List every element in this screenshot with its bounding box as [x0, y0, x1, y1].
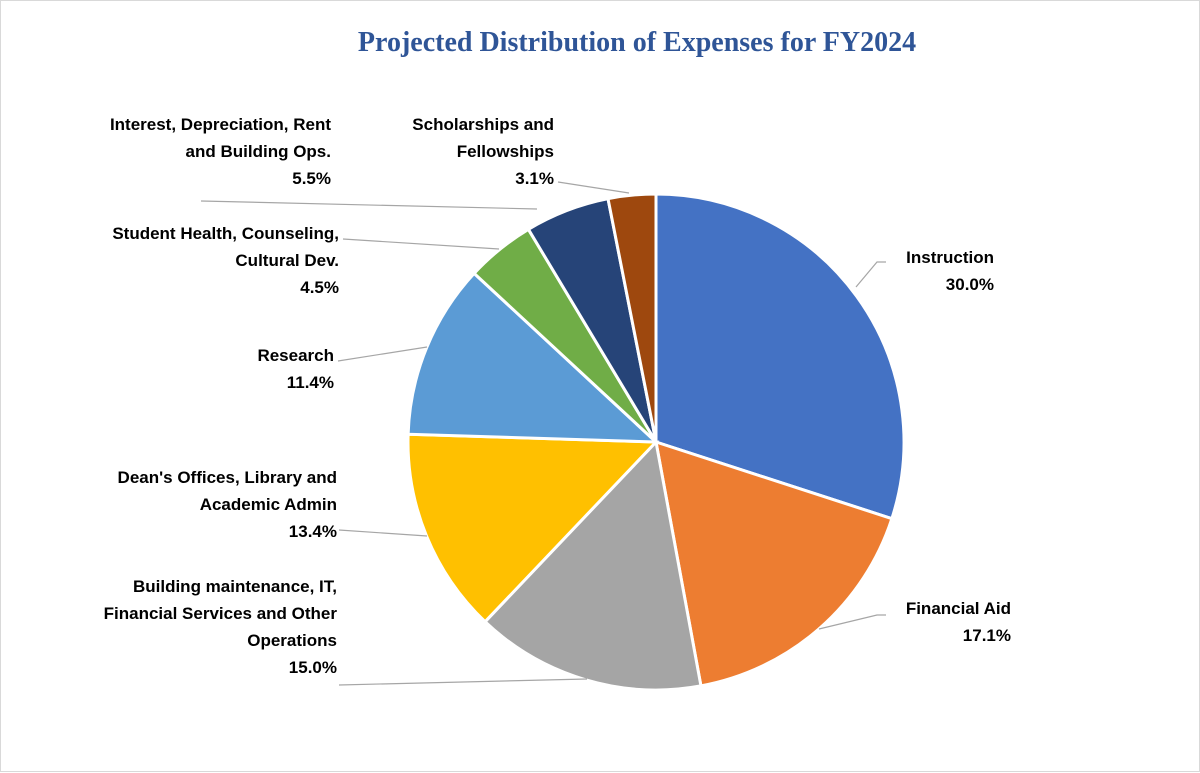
slice-percent-label: 4.5% [300, 278, 339, 297]
leader-line-scholarships-and-fellowships [557, 181, 630, 194]
data-label-interest-depreciation-rent-and-building-ops: Interest, Depreciation, Rent and Building… [110, 115, 331, 188]
leader-line-building-maintenance-it-financial-services-and-other-operations [338, 678, 588, 686]
slice-name-label: Student Health, Counseling, [112, 224, 339, 243]
slice-name-label: Fellowships [457, 142, 554, 161]
leader-line-financial-aid [818, 614, 886, 630]
leader-line-dean-s-offices-library-and-academic-admin [338, 529, 428, 537]
slice-name-label: Cultural Dev. [235, 251, 339, 270]
pie-slice-research [406, 271, 660, 444]
pie-slice-building-maintenance-it-financial-services-and-other-operations [482, 438, 703, 692]
slice-percent-label: 5.5% [292, 169, 331, 188]
slice-name-label: and Building Ops. [186, 142, 331, 161]
slice-name-label: Financial Aid [906, 599, 1011, 618]
slice-name-label: Research [257, 346, 334, 365]
leader-line-research [337, 346, 428, 362]
data-label-instruction: Instruction 30.0% [906, 248, 994, 294]
pie-slice-instruction [654, 192, 906, 521]
slice-percent-label: 13.4% [289, 522, 337, 541]
slice-name-label: Financial Services and Other [104, 604, 338, 623]
slice-percent-label: 3.1% [515, 169, 554, 188]
slice-percent-label: 30.0% [946, 275, 994, 294]
leader-line-instruction [855, 261, 886, 288]
data-label-dean-s-offices-library-and-academic-admin: Dean's Offices, Library and Academic Admi… [118, 468, 337, 541]
leader-lines [200, 181, 886, 686]
data-label-building-maintenance-it-financial-services-and-other-operations: Building maintenance, IT, Financial Servi… [104, 577, 338, 677]
leader-line-interest-depreciation-rent-and-building-ops [200, 200, 538, 210]
data-labels: Instruction 30.0% Financial Aid 17.1% Buildi… [104, 115, 1011, 677]
data-label-research: Research 11.4% [257, 346, 334, 392]
slice-name-label: Dean's Offices, Library and [118, 468, 337, 487]
slice-percent-label: 15.0% [289, 658, 337, 677]
slice-name-label: Operations [247, 631, 337, 650]
pie-slices [406, 192, 906, 692]
slice-name-label: Interest, Depreciation, Rent [110, 115, 331, 134]
data-label-scholarships-and-fellowships: Scholarships and Fellowships 3.1% [412, 115, 554, 188]
slice-name-label: Building maintenance, IT, [133, 577, 337, 596]
slice-percent-label: 17.1% [963, 626, 1011, 645]
slice-name-label: Academic Admin [200, 495, 337, 514]
data-label-financial-aid: Financial Aid 17.1% [906, 599, 1011, 645]
slice-name-label: Instruction [906, 248, 994, 267]
pie-slice-scholarships-and-fellowships [606, 192, 658, 443]
leader-line-student-health-counseling-cultural-dev [342, 238, 500, 250]
chart-title: Projected Distribution of Expenses for F… [358, 27, 916, 58]
slice-name-label: Scholarships and [412, 115, 554, 134]
slice-percent-label: 11.4% [287, 373, 334, 392]
data-label-student-health-counseling-cultural-dev: Student Health, Counseling, Cultural Dev.… [112, 224, 339, 297]
